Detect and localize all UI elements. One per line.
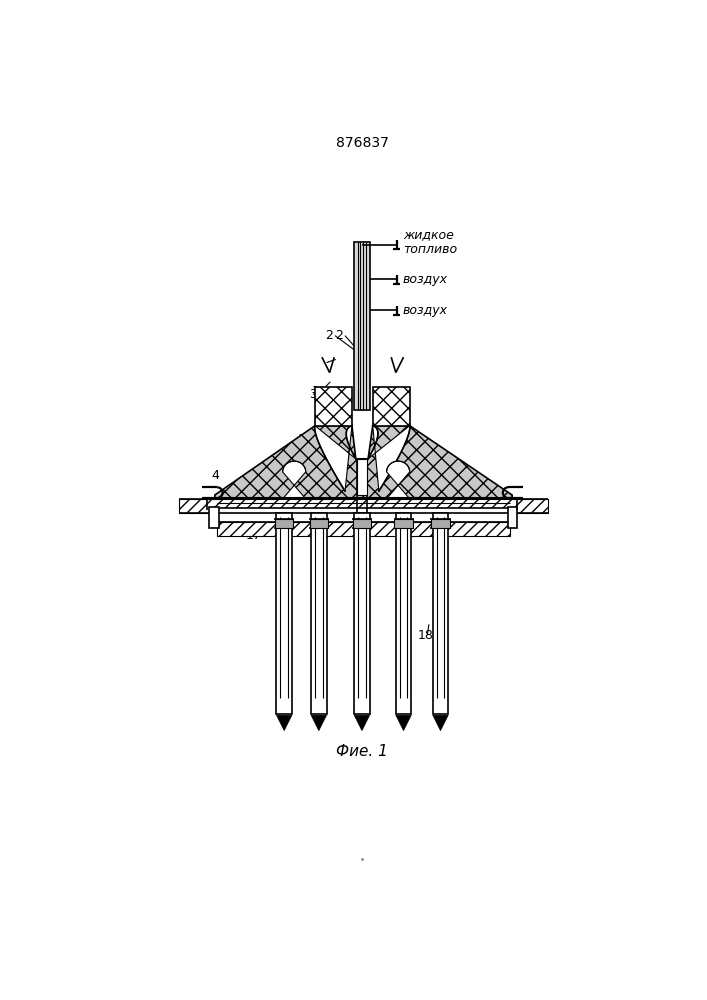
Polygon shape [283,461,305,499]
Bar [373,387,409,426]
Text: 18: 18 [425,522,440,535]
Text: 7: 7 [419,456,428,469]
Text: воздух: воздух [403,304,448,317]
Polygon shape [315,426,356,491]
Bar [217,508,510,522]
Text: 2: 2 [325,329,333,342]
Text: Фие. 1: Фие. 1 [336,744,388,759]
Polygon shape [354,715,370,731]
Bar [433,513,448,714]
Text: 6: 6 [294,458,302,471]
Text: 4: 4 [211,469,219,482]
Polygon shape [311,715,327,731]
Bar [275,519,293,528]
Bar [354,242,370,410]
Bar [209,507,218,528]
Bar [395,519,413,528]
Polygon shape [433,715,448,731]
Bar [354,513,370,714]
Polygon shape [368,426,410,491]
Text: 9: 9 [395,428,402,441]
Text: 876837: 876837 [336,136,388,150]
Text: 8: 8 [417,498,425,512]
Bar [179,499,549,513]
Bar [508,507,518,528]
Text: воздух: воздух [403,273,448,286]
Bar [310,519,328,528]
Bar [311,513,327,714]
Bar [357,459,366,495]
Text: жидкое
топливо: жидкое топливо [403,228,457,256]
Bar [431,519,450,528]
Text: 5: 5 [325,448,333,461]
Text: 17: 17 [245,529,262,542]
Text: 15: 15 [262,522,277,535]
Polygon shape [387,461,409,499]
Bar [396,513,411,714]
Polygon shape [276,715,292,731]
Bar [276,513,292,714]
Bar [353,519,371,528]
Text: 1: 1 [313,432,321,445]
Text: 3: 3 [311,385,319,398]
Polygon shape [396,715,411,731]
Text: 18': 18' [418,629,437,642]
Text: 1: 1 [298,433,306,446]
Text: 10: 10 [404,435,420,448]
Text: 3: 3 [309,388,317,401]
Bar [315,387,352,426]
Bar [217,522,510,536]
Text: 7': 7' [446,464,458,477]
Polygon shape [215,426,512,499]
Text: 2: 2 [335,329,343,342]
